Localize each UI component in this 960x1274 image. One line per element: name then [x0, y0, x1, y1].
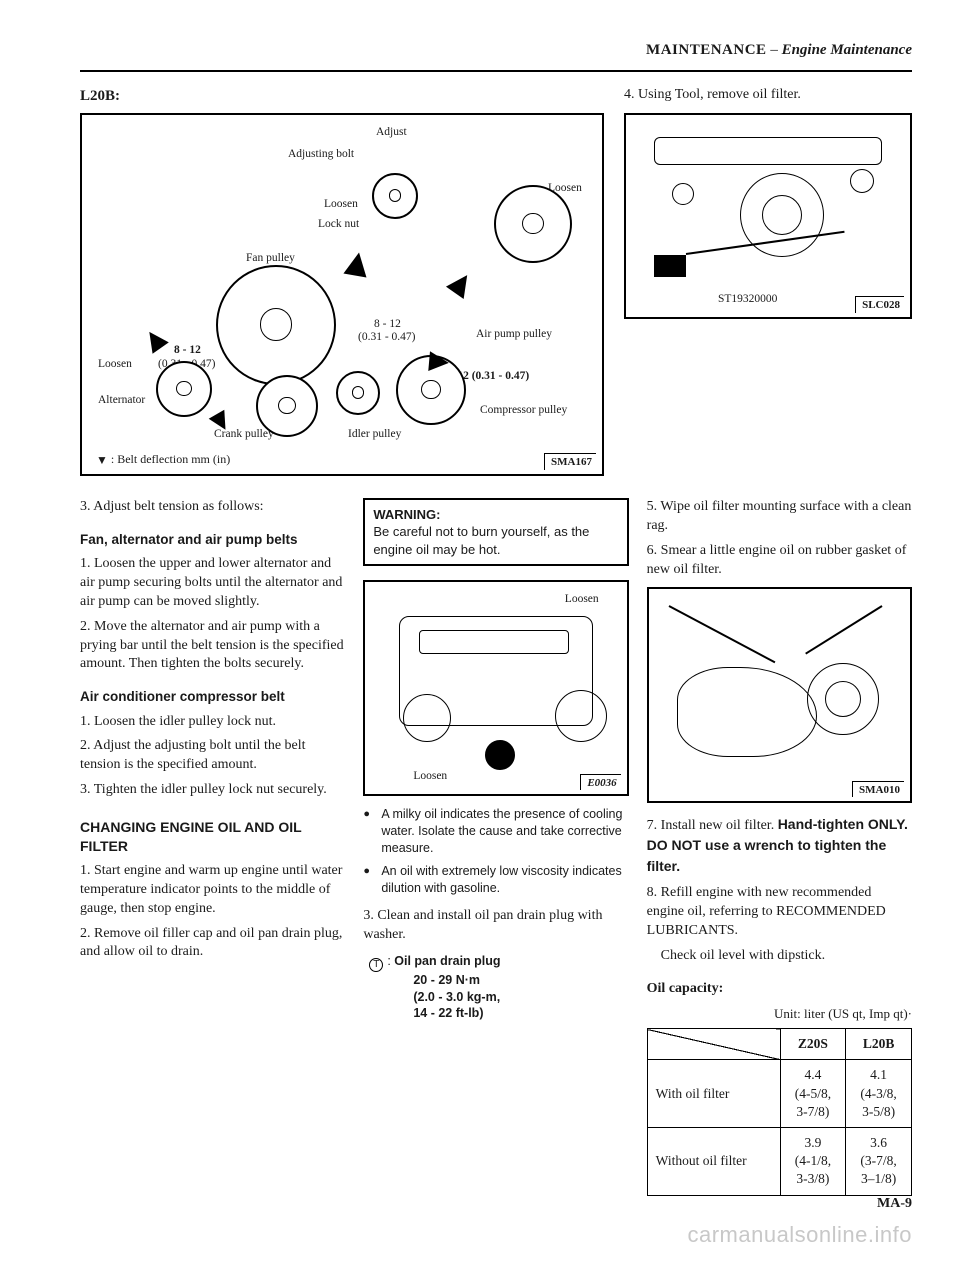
figure-id: E0036 [580, 774, 620, 791]
belt-diagram-figure: Adjust Adjusting bolt Loosen Lock nut Lo… [80, 113, 604, 476]
heading-ac-belt: Air conditioner compressor belt [80, 688, 345, 706]
left-p3: 1. Loosen the idler pulley lock nut. [80, 713, 345, 732]
lbl-loosen-1: Loosen [324, 197, 358, 213]
cell: 3.9 (4-1/8, 3-3/8) [780, 1127, 846, 1195]
arrow-icon [141, 326, 169, 354]
belt-legend: ▼ : Belt deflection mm (in) [96, 451, 588, 468]
header-sep: – [767, 42, 782, 58]
lbl-idler-pulley: Idler pulley [348, 427, 401, 443]
engine-diagram: Loosen Loosen [373, 590, 618, 790]
lbl-alternator: Alternator [98, 393, 145, 409]
belt-diagram: Adjust Adjusting bolt Loosen Lock nut Lo… [96, 125, 588, 445]
page-header: MAINTENANCE – Engine Maintenance [80, 40, 912, 64]
heading-changing-oil: CHANGING ENGINE OIL AND OIL FILTER [80, 818, 345, 856]
model-label: L20B: [80, 86, 604, 106]
torque-v3: 14 - 22 ft-lb) [369, 1005, 628, 1022]
arrow-icon [428, 351, 449, 372]
lbl-loosen-top: Loosen [565, 592, 599, 608]
tool-number: ST19320000 [718, 292, 777, 308]
left-p7: 2. Remove oil filler cap and oil pan dra… [80, 925, 345, 963]
left-p4: 2. Adjust the adjusting bolt until the b… [80, 737, 345, 775]
torque-spec: T: Oil pan drain plug 20 - 29 N·m (2.0 -… [363, 953, 628, 1023]
header-main: MAINTENANCE [646, 42, 767, 58]
tool-figure: ST19320000 SLC028 [624, 113, 912, 319]
fan-pulley-icon [216, 265, 336, 385]
unit-line: Unit: liter (US qt, Imp qt)· [647, 1005, 912, 1023]
notes-list: A milky oil indicates the presence of co… [363, 806, 628, 896]
lbl-adjust: Adjust [376, 125, 407, 141]
step-3: 3. Adjust belt tension as follows: [80, 498, 345, 517]
note-2: An oil with extremely low viscosity indi… [363, 863, 628, 897]
figure-id: SMA167 [544, 453, 596, 470]
left-p6: 1. Start engine and warm up engine until… [80, 862, 345, 919]
left-p1: 1. Loosen the upper and lower alternator… [80, 555, 345, 612]
torque-v1: 20 - 29 N·m [369, 972, 628, 989]
step-5: 5. Wipe oil filter mounting surface with… [647, 498, 912, 536]
step-4: 4. Using Tool, remove oil filter. [624, 86, 912, 105]
heading-fan-alt: Fan, alternator and air pump belts [80, 531, 345, 549]
note-1: A milky oil indicates the presence of co… [363, 806, 628, 857]
warning-title: WARNING: [373, 506, 618, 524]
left-p5: 3. Tighten the idler pulley lock nut sec… [80, 781, 345, 800]
engine-figure: Loosen Loosen E0036 [363, 580, 628, 796]
tool-diagram: ST19320000 [634, 123, 902, 313]
arrow-icon [446, 268, 476, 298]
left-column: 3. Adjust belt tension as follows: Fan, … [80, 498, 345, 1196]
hand-figure: SMA010 [647, 587, 912, 803]
hand-diagram [657, 597, 902, 797]
arrow-icon [343, 250, 370, 277]
idler-pulley-icon [336, 371, 380, 415]
col-l20b: L20B [846, 1029, 912, 1060]
warning-box: WARNING: Be careful not to burn yourself… [363, 498, 628, 567]
left-p2: 2. Move the alternator and air pump with… [80, 618, 345, 675]
step-7: 7. Install new oil filter. Hand-tighten … [647, 815, 912, 878]
step-8b: Check oil level with dipstick. [647, 947, 912, 966]
alternator-pulley-icon [156, 361, 212, 417]
watermark: carmanualsonline.info [687, 1220, 912, 1250]
mid-p3: 3. Clean and install oil pan drain plug … [363, 907, 628, 945]
lbl-air-pump-pulley: Air pump pulley [476, 327, 552, 343]
figure-id: SLC028 [855, 296, 904, 313]
lbl-lock-nut: Lock nut [318, 217, 359, 233]
torque-icon: T [369, 958, 383, 972]
lbl-fan-pulley: Fan pulley [246, 251, 295, 267]
step-6: 6. Smear a little engine oil on rubber g… [647, 542, 912, 580]
tensioner-pulley-icon [372, 173, 418, 219]
lbl-loosen-btm: Loosen [413, 769, 447, 785]
row-without-filter: Without oil filter [647, 1127, 780, 1195]
cell: 3.6 (3-7/8, 3–1/8) [846, 1127, 912, 1195]
figure-id: SMA010 [852, 781, 904, 798]
warning-body: Be careful not to burn yourself, as the … [373, 523, 618, 558]
oil-capacity-table: Z20S L20B With oil filter 4.4 (4-5/8, 3-… [647, 1028, 912, 1196]
right-column: 5. Wipe oil filter mounting surface with… [647, 498, 912, 1196]
torque-v2: (2.0 - 3.0 kg-m, [369, 989, 628, 1006]
crank-pulley-icon [256, 375, 318, 437]
cell: 4.4 (4-5/8, 3-7/8) [780, 1060, 846, 1128]
lbl-compressor-pulley: Compressor pulley [480, 403, 567, 419]
row-with-filter: With oil filter [647, 1060, 780, 1128]
cell: 4.1 (4-3/8, 3-5/8) [846, 1060, 912, 1128]
lbl-spec1m: (0.31 - 0.47) [358, 330, 416, 346]
air-pump-pulley-icon [494, 185, 572, 263]
lbl-loosen-3: Loosen [98, 357, 132, 373]
header-sub: Engine Maintenance [782, 42, 912, 58]
torque-label: Oil pan drain plug [394, 954, 500, 968]
middle-column: WARNING: Be careful not to burn yourself… [363, 498, 628, 1196]
oil-cap-title: Oil capacity: [647, 980, 912, 999]
page-number: MA-9 [877, 1195, 912, 1214]
lbl-adjusting-bolt: Adjusting bolt [288, 147, 354, 163]
table-corner [647, 1029, 780, 1060]
step-8: 8. Refill engine with new recommended en… [647, 884, 912, 941]
col-z20s: Z20S [780, 1029, 846, 1060]
